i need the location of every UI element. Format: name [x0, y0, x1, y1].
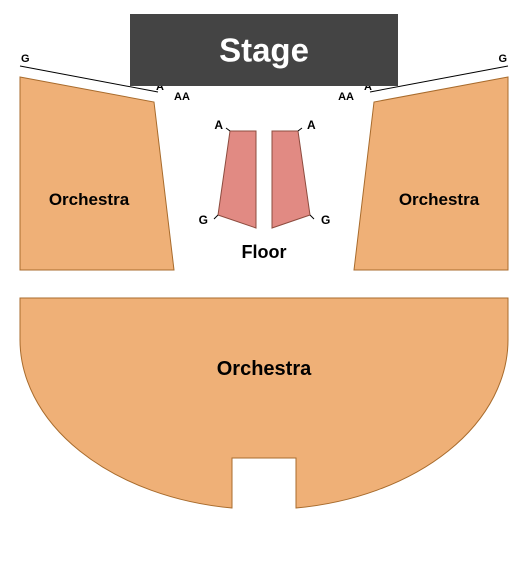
floor-row-a-right: A [307, 118, 316, 132]
floor-ref-tl [226, 128, 230, 131]
floor-ref-bl [214, 215, 218, 219]
floor-row-g-right: G [321, 213, 330, 227]
orch-left-row-aa: AA [174, 91, 190, 103]
orch-left-row-g: G [21, 53, 30, 65]
orchestra-left-section[interactable] [20, 77, 174, 270]
floor-left-section[interactable] [218, 131, 256, 228]
floor-ref-tr [298, 128, 302, 131]
floor-right-section[interactable] [272, 131, 310, 228]
floor-row-a-left: A [214, 118, 223, 132]
orchestra-rear-label: Orchestra [217, 358, 312, 380]
orch-right-row-aa: AA [338, 91, 354, 103]
floor-row-g-left: G [199, 213, 208, 227]
orchestra-left-label: Orchestra [49, 190, 130, 209]
floor-ref-br [310, 215, 314, 219]
orch-right-row-g: G [498, 53, 507, 65]
orchestra-rear-section[interactable] [20, 298, 508, 508]
orchestra-right-section[interactable] [354, 77, 508, 270]
stage-label: Stage [219, 32, 309, 69]
floor-label: Floor [242, 242, 287, 262]
orchestra-right-label: Orchestra [399, 190, 480, 209]
